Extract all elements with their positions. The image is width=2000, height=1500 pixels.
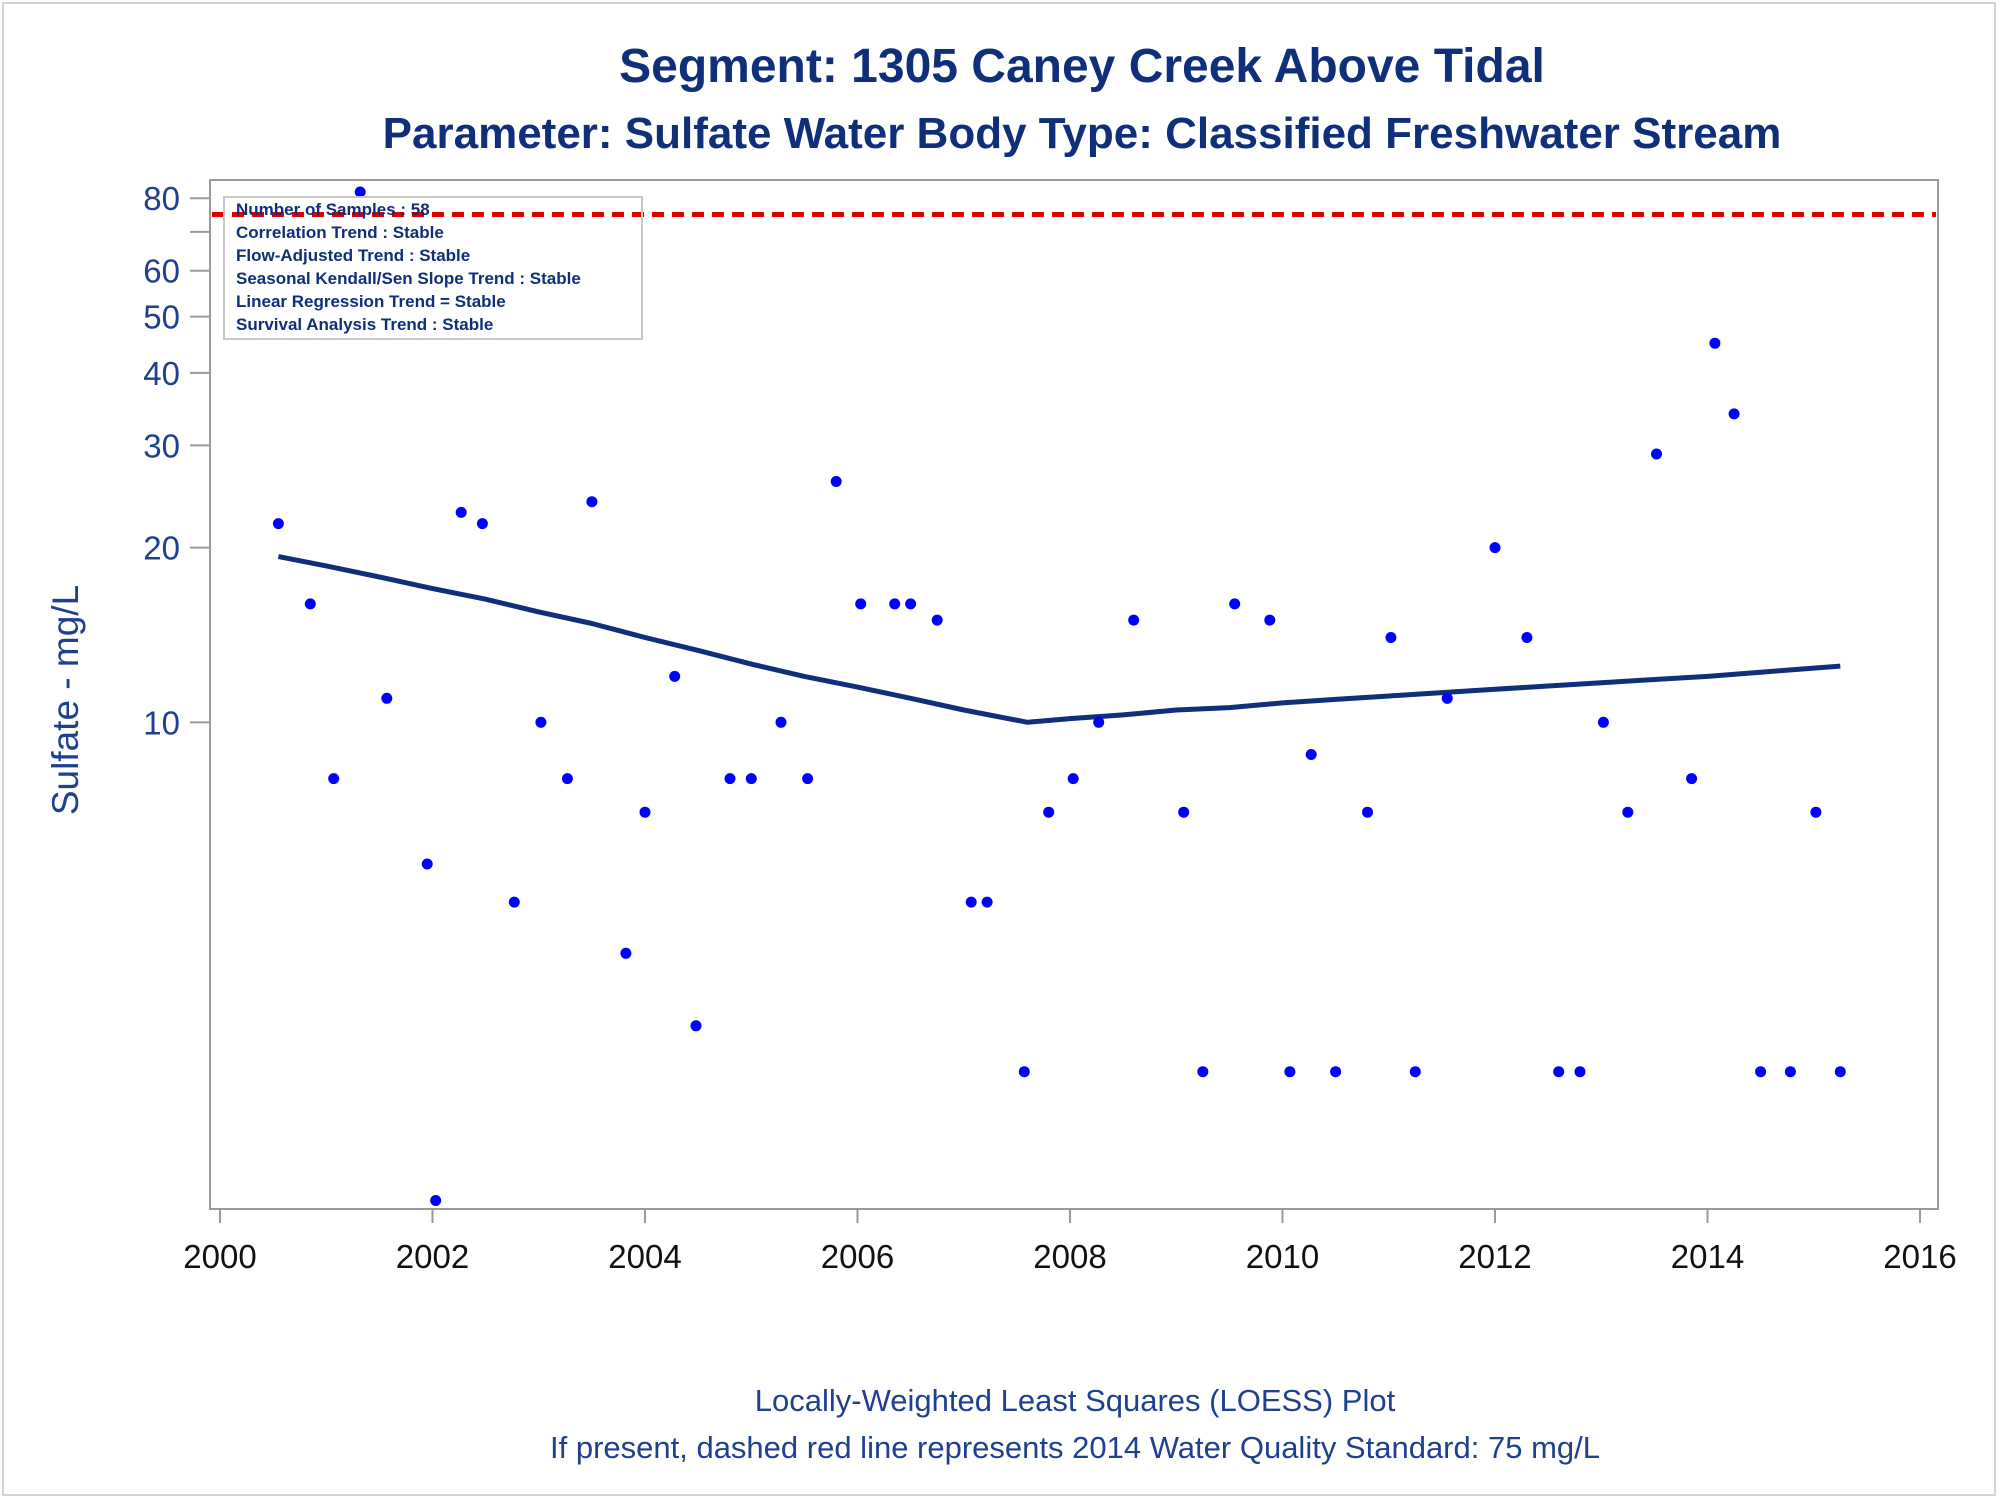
data-point (724, 773, 736, 785)
data-point (1018, 1066, 1030, 1078)
y-tick-label: 60 (143, 253, 180, 290)
data-point (535, 716, 547, 728)
data-point (669, 670, 681, 682)
data-point (304, 598, 316, 610)
data-point (272, 518, 284, 530)
data-point (1093, 716, 1105, 728)
stats-line: Linear Regression Trend = Stable (236, 292, 506, 311)
y-tick-label: 80 (143, 180, 180, 217)
y-tick-label: 30 (143, 427, 180, 464)
x-tick-label: 2012 (1458, 1238, 1531, 1275)
y-tick-label: 50 (143, 299, 180, 336)
stats-line: Seasonal Kendall/Sen Slope Trend : Stabl… (236, 269, 581, 288)
data-point (1622, 806, 1634, 818)
x-tick-label: 2004 (608, 1238, 681, 1275)
x-tick-label: 2008 (1033, 1238, 1106, 1275)
data-point (561, 773, 573, 785)
data-point (855, 598, 867, 610)
data-point (931, 614, 943, 626)
data-point (1574, 1066, 1586, 1078)
data-point (745, 773, 757, 785)
data-point (430, 1195, 442, 1206)
y-axis-label: Sulfate - mg/L (45, 585, 86, 815)
data-point (1264, 614, 1276, 626)
data-point (586, 496, 598, 508)
data-point (802, 773, 814, 785)
data-point (1784, 1066, 1796, 1078)
data-point (1709, 337, 1721, 349)
data-point (639, 806, 651, 818)
data-point (1128, 614, 1140, 626)
data-point (354, 186, 366, 198)
stats-line: Flow-Adjusted Trend : Stable (236, 246, 470, 265)
stats-line: Correlation Trend : Stable (236, 223, 444, 242)
data-point (1441, 692, 1453, 704)
data-point (1834, 1066, 1846, 1078)
x-tick-label: 2014 (1671, 1238, 1744, 1275)
data-point (1521, 632, 1533, 643)
data-point (981, 896, 993, 908)
loess-curve (277, 554, 1841, 725)
x-tick-label: 2016 (1883, 1238, 1956, 1275)
data-point (889, 598, 901, 610)
data-point (1810, 806, 1822, 818)
data-point (1043, 806, 1055, 818)
x-tick-label: 2002 (396, 1238, 469, 1275)
data-point (905, 598, 917, 610)
x-tick-label: 2010 (1246, 1238, 1319, 1275)
data-point (965, 896, 977, 908)
data-point (455, 506, 467, 518)
data-point (1489, 542, 1501, 554)
data-point (620, 947, 632, 959)
data-point (1409, 1066, 1421, 1078)
chart-title: Segment: 1305 Caney Creek Above Tidal (619, 40, 1545, 93)
data-point (1284, 1066, 1296, 1078)
data-point (1178, 806, 1190, 818)
data-point (508, 896, 520, 908)
data-point (1651, 448, 1662, 460)
data-point (1067, 773, 1079, 785)
data-point (1197, 1066, 1209, 1078)
y-tick-label: 20 (143, 530, 180, 567)
data-point (1728, 408, 1740, 420)
data-point (1755, 1066, 1767, 1078)
data-point (328, 773, 340, 785)
data-point (1305, 749, 1317, 760)
data-point (690, 1020, 702, 1032)
data-point (476, 518, 488, 530)
footnote-method: Locally-Weighted Least Squares (LOESS) P… (755, 1383, 1396, 1418)
data-point (1686, 773, 1698, 785)
data-point (1229, 598, 1241, 610)
plot-border (209, 179, 1939, 1210)
stats-line: Survival Analysis Trend : Stable (236, 315, 493, 334)
x-tick-label: 2000 (183, 1238, 256, 1275)
x-tick-label: 2006 (821, 1238, 894, 1275)
chart-subtitle: Parameter: Sulfate Water Body Type: Clas… (383, 109, 1782, 158)
stats-box (223, 196, 643, 340)
data-point (381, 692, 393, 704)
data-point (1330, 1066, 1342, 1078)
footnote-standard: If present, dashed red line represents 2… (550, 1430, 1600, 1465)
y-tick-label: 10 (143, 704, 180, 741)
data-point (1362, 806, 1373, 818)
data-point (775, 716, 787, 728)
y-tick-label: 40 (143, 355, 180, 392)
data-point (421, 858, 433, 870)
data-point (1597, 716, 1609, 728)
data-point (830, 476, 842, 487)
data-point (1553, 1066, 1565, 1078)
stats-line: Number of Samples : 58 (236, 200, 430, 219)
data-point (1385, 632, 1397, 643)
